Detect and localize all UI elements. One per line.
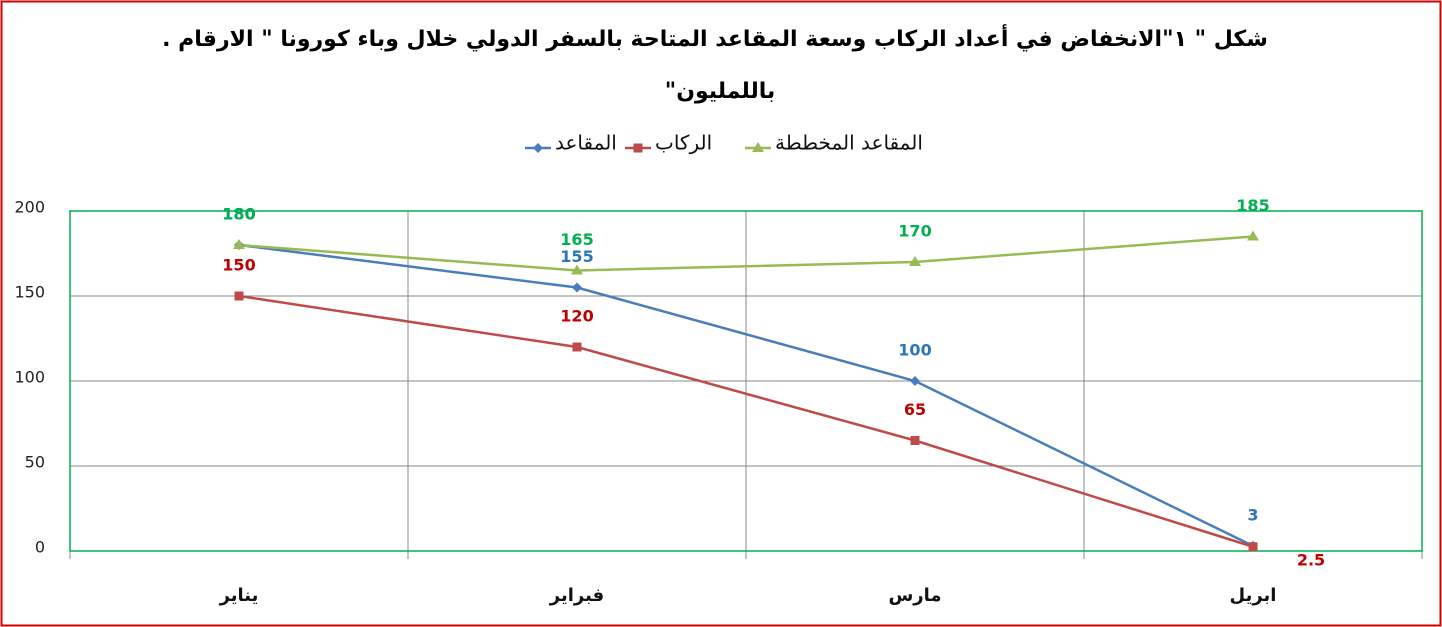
data-label: 3: [1247, 505, 1258, 524]
chart-title: باللمليون": [665, 79, 776, 104]
marker: [233, 239, 245, 249]
legend-label: الركاب: [655, 131, 712, 155]
data-label: 180: [222, 205, 255, 224]
marker: [752, 142, 764, 152]
data-label: 180: [222, 205, 255, 224]
marker: [633, 143, 643, 153]
marker: [533, 143, 543, 153]
data-label: 120: [560, 307, 593, 326]
series-line: [238, 294, 1254, 548]
marker: [234, 291, 244, 301]
y-tick-label: 0: [35, 538, 45, 557]
plot-border: [69, 210, 1423, 552]
data-label: 185: [1236, 196, 1269, 215]
x-tick-label: فبراير: [549, 585, 604, 606]
x-tick-label: ابريل: [1230, 585, 1277, 606]
marker: [571, 264, 583, 275]
marker: [572, 282, 582, 293]
data-label: 65: [904, 400, 926, 419]
y-tick-label: 200: [14, 198, 45, 217]
data-label: 165: [560, 230, 593, 249]
marker: [909, 256, 921, 266]
data-label: 100: [898, 341, 931, 360]
data-label: 2.5: [1297, 550, 1325, 569]
chart-title: شكل " ١"الانخفاض في أعداد الركاب وسعة ال…: [162, 23, 1268, 52]
data-label: 155: [560, 247, 593, 266]
x-tick-label: يناير: [219, 585, 259, 606]
marker: [1248, 542, 1258, 552]
data-label: 170: [898, 222, 931, 241]
data-label: 150: [222, 256, 255, 275]
marker: [910, 376, 920, 386]
y-tick-label: 50: [25, 453, 45, 472]
marker: [572, 342, 582, 352]
legend-label: المقاعد المخططة: [775, 131, 923, 155]
y-tick-label: 150: [14, 283, 45, 302]
series-line: [238, 243, 1254, 548]
marker: [1247, 230, 1259, 241]
x-tick-label: مارس: [888, 585, 941, 606]
legend-label: المقاعد: [555, 131, 617, 155]
marker: [910, 436, 920, 445]
series-line: [238, 235, 1254, 272]
y-tick-label: 100: [14, 368, 45, 387]
